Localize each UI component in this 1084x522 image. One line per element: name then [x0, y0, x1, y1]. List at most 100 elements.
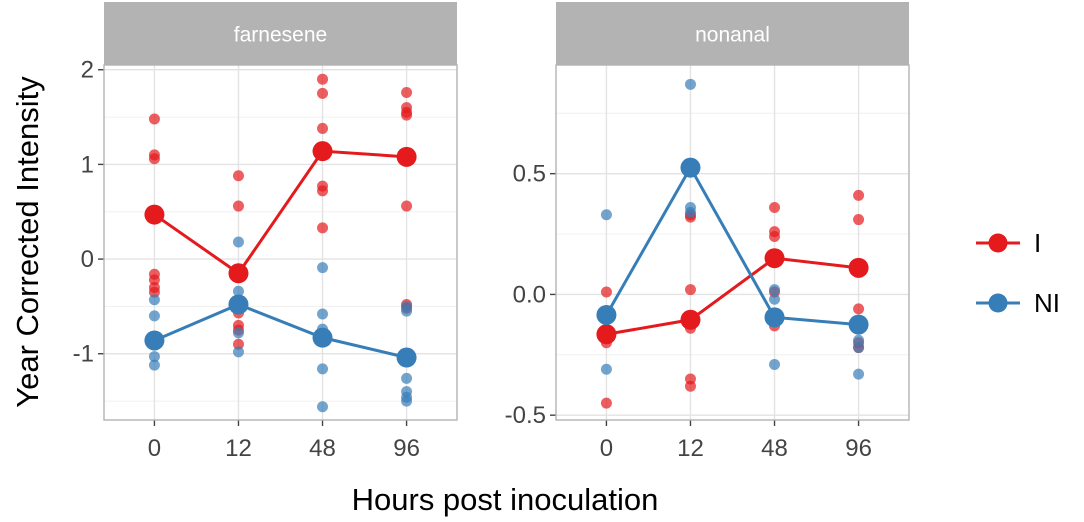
- y-tick-label: 0: [81, 246, 94, 273]
- mean-point-NI: [312, 327, 333, 348]
- legend-item-I: I: [976, 228, 1041, 258]
- data-point-NI: [317, 401, 329, 413]
- data-point-I: [232, 338, 244, 350]
- legend-label-NI: NI: [1034, 288, 1060, 318]
- y-tick-label: 0.0: [513, 281, 546, 308]
- data-point-I: [317, 222, 329, 234]
- mean-point-I: [764, 248, 785, 269]
- data-point-I: [148, 153, 160, 165]
- mean-point-I: [848, 257, 869, 278]
- mean-line-NI: [153, 302, 407, 359]
- data-point-NI: [600, 363, 612, 375]
- mean-point-NI: [228, 294, 249, 315]
- data-point-NI: [317, 363, 329, 375]
- panel-border: [555, 64, 910, 421]
- mean-point-I: [228, 263, 249, 284]
- data-point-NI: [401, 395, 413, 407]
- data-point-I: [317, 122, 329, 134]
- data-point-I: [401, 86, 413, 98]
- panel-border: [103, 64, 458, 421]
- data-point-NI: [148, 310, 160, 322]
- data-point-NI: [853, 342, 865, 354]
- data-point-NI: [317, 262, 329, 274]
- strip-farnesene: [104, 2, 457, 65]
- data-point-NI: [769, 358, 781, 370]
- data-point-I: [317, 87, 329, 99]
- data-point-NI: [600, 209, 612, 221]
- data-point-I: [769, 230, 781, 242]
- strip-label: nonanal: [695, 24, 770, 47]
- data-point-NI: [232, 346, 244, 358]
- data-point-I: [769, 201, 781, 213]
- y-tick-label: -1: [73, 341, 94, 368]
- data-point-NI: [401, 372, 413, 384]
- x-tick-label: 0: [600, 435, 613, 462]
- mean-line-NI: [605, 164, 859, 327]
- mean-point-NI: [596, 304, 617, 325]
- data-point-NI: [148, 359, 160, 371]
- x-tick-label: 48: [309, 435, 336, 462]
- legend: I NI: [976, 228, 1060, 318]
- mean-point-I: [396, 146, 417, 167]
- mean-point-I: [312, 141, 333, 162]
- data-point-NI: [684, 78, 696, 90]
- mean-point-NI: [144, 330, 165, 351]
- data-point-I: [401, 109, 413, 121]
- mean-point-I: [680, 309, 701, 330]
- mean-point-NI: [764, 307, 785, 328]
- y-tick-label: 2: [81, 57, 94, 84]
- mean-point-I: [144, 204, 165, 225]
- data-point-I: [684, 380, 696, 392]
- legend-label-I: I: [1034, 228, 1041, 258]
- legend-item-NI: NI: [976, 288, 1060, 318]
- data-point-NI: [232, 327, 244, 339]
- data-point-I: [684, 284, 696, 296]
- x-tick-label: 12: [677, 435, 704, 462]
- mean-point-I: [596, 324, 617, 345]
- data-point-I: [317, 185, 329, 197]
- mean-point-NI: [848, 314, 869, 335]
- mean-line-I: [153, 149, 407, 276]
- data-point-NI: [317, 308, 329, 320]
- x-tick-label: 48: [761, 435, 788, 462]
- panel-nonanal: nonanal -0.5 0.0 0.5 0 12 48 96: [505, 2, 910, 462]
- data-point-NI: [853, 368, 865, 380]
- data-point-NI: [232, 236, 244, 248]
- y-axis-title: Year Corrected Intensity: [10, 76, 45, 408]
- data-point-I: [232, 200, 244, 212]
- mean-point-NI: [680, 157, 701, 178]
- legend-marker-NI: [988, 293, 1008, 313]
- strip-label: farnesene: [234, 24, 327, 47]
- x-tick-label: 0: [148, 435, 161, 462]
- data-point-I: [600, 286, 612, 298]
- data-point-NI: [148, 351, 160, 363]
- mean-line-I: [606, 256, 859, 336]
- mean-point-NI: [396, 347, 417, 368]
- data-point-I: [317, 73, 329, 85]
- data-point-I: [232, 170, 244, 182]
- data-point-NI: [769, 293, 781, 305]
- data-point-NI: [401, 305, 413, 317]
- data-point-NI: [148, 294, 160, 306]
- data-point-I: [853, 303, 865, 315]
- data-point-I: [401, 200, 413, 212]
- data-point-I: [853, 189, 865, 201]
- data-point-I: [148, 113, 160, 125]
- data-point-I: [600, 397, 612, 409]
- x-tick-label: 96: [393, 435, 420, 462]
- data-point-I: [148, 274, 160, 286]
- x-axis-title: Hours post inoculation: [352, 482, 659, 517]
- legend-marker-I: [988, 233, 1008, 253]
- strip-nonanal: [556, 2, 909, 65]
- data-point-I: [853, 214, 865, 226]
- y-tick-label: -0.5: [505, 402, 546, 429]
- data-point-I: [148, 286, 160, 298]
- data-point-NI: [232, 285, 244, 297]
- y-tick-label: 0.5: [513, 161, 546, 188]
- y-tick-label: 1: [81, 151, 94, 178]
- x-tick-label: 96: [845, 435, 872, 462]
- data-point-NI: [769, 284, 781, 296]
- data-point-NI: [684, 206, 696, 218]
